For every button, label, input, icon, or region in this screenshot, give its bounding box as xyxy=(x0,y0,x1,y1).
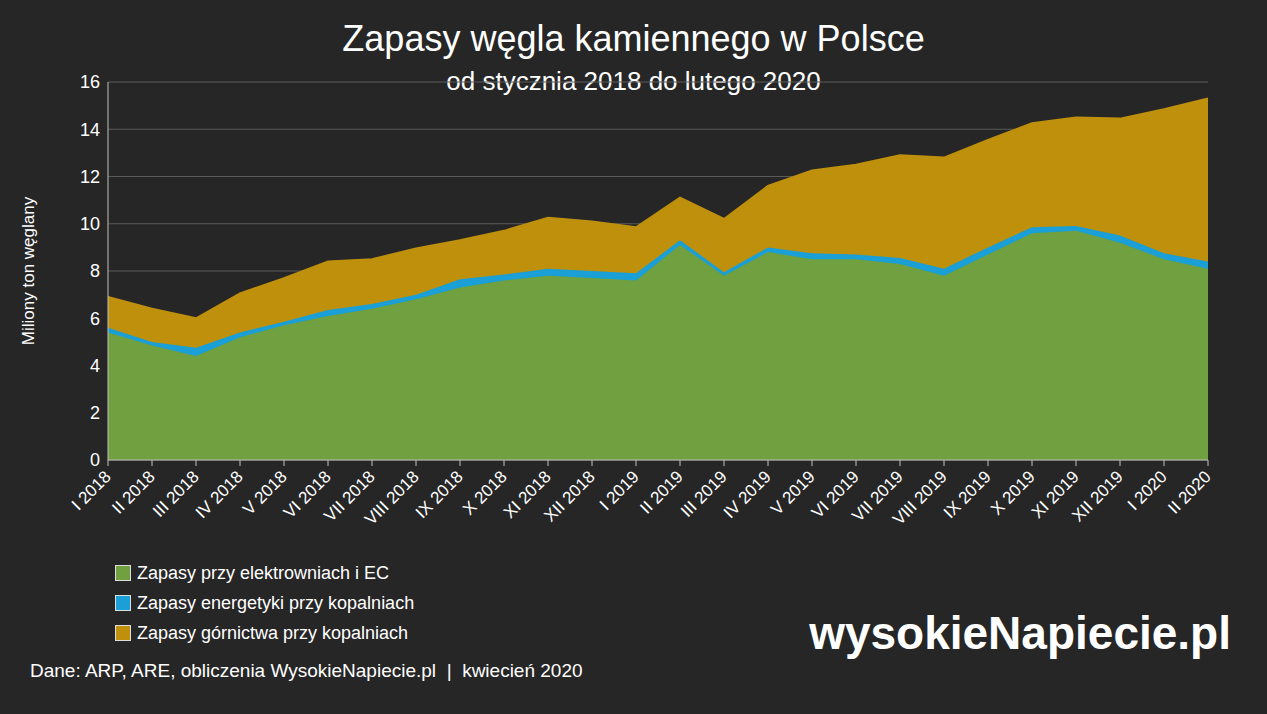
svg-text:VI 2019: VI 2019 xyxy=(807,467,863,523)
svg-text:VII 2018: VII 2018 xyxy=(320,467,379,526)
svg-text:X 2018: X 2018 xyxy=(459,467,511,519)
svg-text:6: 6 xyxy=(90,309,100,329)
svg-text:V 2018: V 2018 xyxy=(239,467,291,519)
svg-text:VI 2018: VI 2018 xyxy=(279,467,335,523)
svg-text:14: 14 xyxy=(80,120,100,140)
html-text:Dane: ARP, ARE, obliczenia Wys: Dane: ARP, ARE, obliczenia WysokieNapiec… xyxy=(30,660,583,681)
svg-text:I 2018: I 2018 xyxy=(68,467,115,514)
html-text:wysokieNapiecie.pl: wysokieNapiecie.pl xyxy=(809,607,1231,659)
svg-text:XI 2018: XI 2018 xyxy=(499,467,555,523)
html-text:Zapasy energetyki przy kopalni: Zapasy energetyki przy kopalniach xyxy=(137,592,415,613)
svg-text:X 2019: X 2019 xyxy=(987,467,1039,519)
svg-text:IX 2019: IX 2019 xyxy=(940,467,995,522)
svg-text:II 2018: II 2018 xyxy=(108,467,159,518)
svg-text:XII 2018: XII 2018 xyxy=(541,467,599,525)
svg-text:10: 10 xyxy=(80,214,100,234)
svg-text:V 2019: V 2019 xyxy=(767,467,819,519)
svg-text:0: 0 xyxy=(90,450,100,470)
html-text:Zapasy górnictwa przy kopalnia: Zapasy górnictwa przy kopalniach xyxy=(137,622,409,643)
svg-text:XI 2019: XI 2019 xyxy=(1027,467,1083,523)
svg-text:12: 12 xyxy=(80,167,100,187)
svg-text:IV 2019: IV 2019 xyxy=(720,467,775,522)
svg-text:IV 2018: IV 2018 xyxy=(192,467,247,522)
svg-text:II 2020: II 2020 xyxy=(1165,467,1215,517)
svg-text:VIII 2018: VIII 2018 xyxy=(361,467,423,529)
svg-text:II 2019: II 2019 xyxy=(636,467,687,518)
svg-text:16: 16 xyxy=(80,72,100,92)
html-text:Zapasy węgla kamiennego w Pols: Zapasy węgla kamiennego w Polsce xyxy=(342,18,925,59)
svg-text:Miliony ton węglany: Miliony ton węglany xyxy=(19,196,38,345)
svg-text:VII 2019: VII 2019 xyxy=(848,467,907,526)
svg-text:III 2018: III 2018 xyxy=(149,467,203,521)
svg-text:I 2020: I 2020 xyxy=(1124,467,1171,514)
svg-text:8: 8 xyxy=(90,261,100,281)
svg-text:4: 4 xyxy=(90,356,100,376)
svg-text:VIII 2019: VIII 2019 xyxy=(889,467,951,529)
html-text:od stycznia 2018 do lutego 202: od stycznia 2018 do lutego 2020 xyxy=(446,66,821,96)
svg-text:I 2019: I 2019 xyxy=(596,467,643,514)
svg-text:IX 2018: IX 2018 xyxy=(412,467,467,522)
html-text:Zapasy przy elektrowniach i EC: Zapasy przy elektrowniach i EC xyxy=(137,562,390,583)
svg-text:III 2019: III 2019 xyxy=(677,467,731,521)
svg-text:2: 2 xyxy=(90,403,100,423)
svg-text:XII 2019: XII 2019 xyxy=(1069,467,1127,525)
